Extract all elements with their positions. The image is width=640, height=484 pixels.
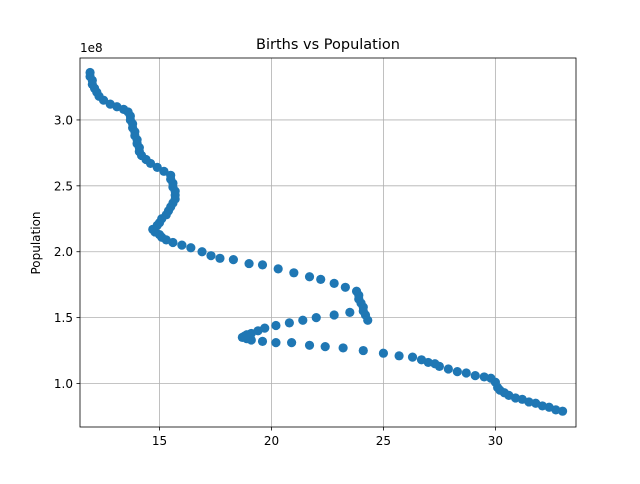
data-point [166,170,176,180]
data-point [304,340,315,350]
data-point [215,253,225,263]
data-point [329,278,339,288]
data-point [228,255,238,265]
data-point [186,243,196,253]
data-point [378,348,389,358]
plot-area [80,58,576,427]
data-point [289,268,299,278]
y-axis-label: Population [29,211,43,274]
data-point [461,368,471,378]
data-point [329,310,339,320]
data-point [351,286,362,296]
y-tick-label: 2.5 [54,179,73,193]
y-tick-label: 1.0 [54,377,73,391]
y-tick-label: 3.0 [54,113,73,127]
data-point [394,351,404,361]
data-point [284,318,294,328]
data-point [452,367,462,377]
y-tick-label: 2.0 [54,245,73,259]
data-point [340,282,350,292]
data-point [177,240,187,250]
data-point [271,320,281,331]
grid-lines [80,58,576,427]
data-point [416,355,427,365]
data-point [159,166,169,176]
axes-frame [79,57,577,428]
data-point [316,274,326,284]
data-point [407,352,418,362]
chart-title: Births vs Population [256,37,400,53]
x-tick-label: 25 [376,434,391,448]
data-point [338,343,348,353]
data-point [320,342,330,352]
data-point [105,99,115,109]
data-point [358,345,368,356]
data-point [257,336,268,346]
data-point [244,258,254,269]
data-point [206,251,216,261]
data-points [85,67,568,416]
data-point [152,162,162,172]
data-point [470,371,480,381]
data-point [257,260,268,270]
data-point [345,307,355,317]
axis-ticks: 15 20 25 30 1.0 1.5 2.0 2.5 3.0 [54,113,503,448]
data-point [443,364,453,374]
data-point [304,272,315,282]
x-tick-label: 15 [152,434,167,448]
data-point [287,338,297,348]
x-tick-label: 20 [264,434,279,448]
data-point [311,313,321,323]
y-tick-label: 1.5 [54,311,73,325]
x-tick-label: 30 [488,434,503,448]
y-axis-offset-label: 1e8 [80,41,103,55]
data-point [260,323,270,333]
data-point [479,372,489,382]
data-point [298,315,308,325]
data-point [197,247,207,257]
data-point [273,264,283,274]
data-point [85,67,95,78]
data-point [271,338,281,348]
